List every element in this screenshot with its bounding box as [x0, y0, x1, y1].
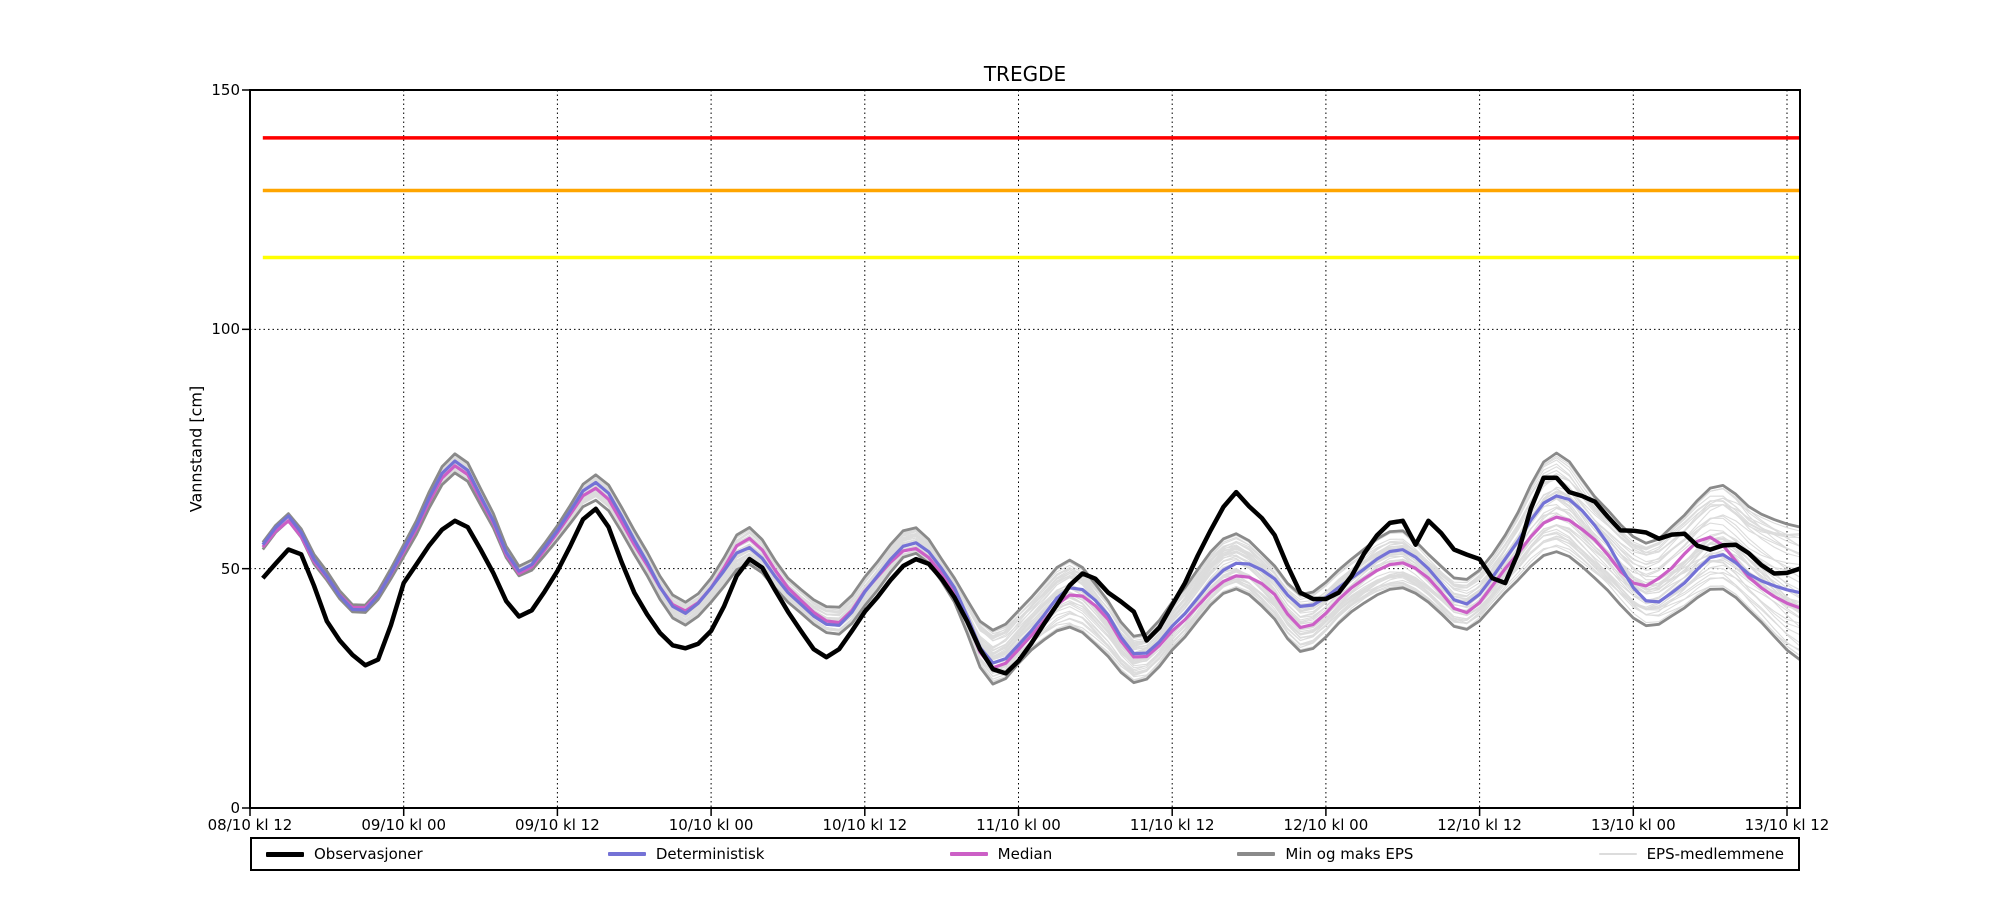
legend-item-deterministisk: Deterministisk: [607, 845, 765, 863]
eps-member-line: [262, 454, 1800, 642]
y-axis-label: Vannstand [cm]: [186, 385, 206, 513]
legend-box: Observasjoner Deterministisk Median Min …: [250, 837, 1800, 871]
series-observasjoner: [261, 475, 1801, 676]
x-tick-label: 11/10 kl 00: [976, 816, 1061, 834]
min-maks-eps-line-swatch: [1237, 852, 1276, 856]
x-tick-label: 10/10 kl 00: [668, 816, 754, 834]
y-tick-label: 0: [230, 799, 240, 817]
x-tick-label: 12/10 kl 00: [1283, 816, 1369, 834]
x-tick-label: 09/10 kl 00: [361, 816, 447, 834]
legend-item-observasjoner: Observasjoner: [266, 845, 423, 863]
legend-label: Min og maks EPS: [1285, 845, 1414, 863]
x-tick-label: 13/10 kl 00: [1590, 816, 1676, 834]
x-tick-label: 08/10 kl 12: [207, 816, 293, 834]
x-tick-label: 10/10 kl 12: [822, 816, 908, 834]
eps-medlemmene-line-swatch: [1598, 853, 1637, 855]
legend-item-eps-medlemmene: EPS-medlemmene: [1598, 845, 1784, 863]
y-tick-label: 100: [211, 320, 240, 339]
plot-border: [249, 89, 1801, 809]
legend-label: EPS-medlemmene: [1646, 845, 1784, 863]
series-maks-eps: [261, 451, 1801, 638]
deterministisk-line-swatch: [607, 852, 646, 856]
median-line-swatch: [949, 852, 988, 856]
legend-item-min-maks-eps: Min og maks EPS: [1237, 845, 1413, 863]
series-deterministisk: [261, 459, 1801, 665]
y-tick-label: 50: [220, 559, 240, 578]
x-tick-label: 13/10 kl 12: [1744, 816, 1830, 834]
x-tick-label: 12/10 kl 12: [1437, 816, 1522, 834]
legend-label: Observasjoner: [314, 845, 423, 863]
legend-label: Deterministisk: [655, 845, 765, 863]
legend-item-median: Median: [949, 845, 1053, 863]
x-tick-label: 09/10 kl 12: [515, 816, 600, 834]
chart-title: TREGDE: [983, 62, 1067, 86]
series-median: [261, 464, 1801, 670]
observasjoner-line-swatch: [266, 851, 304, 857]
legend-label: Median: [997, 845, 1053, 863]
series-min-eps: [261, 471, 1801, 686]
x-tick-label: 11/10 kl 12: [1129, 816, 1215, 834]
y-tick-label: 150: [211, 81, 240, 99]
